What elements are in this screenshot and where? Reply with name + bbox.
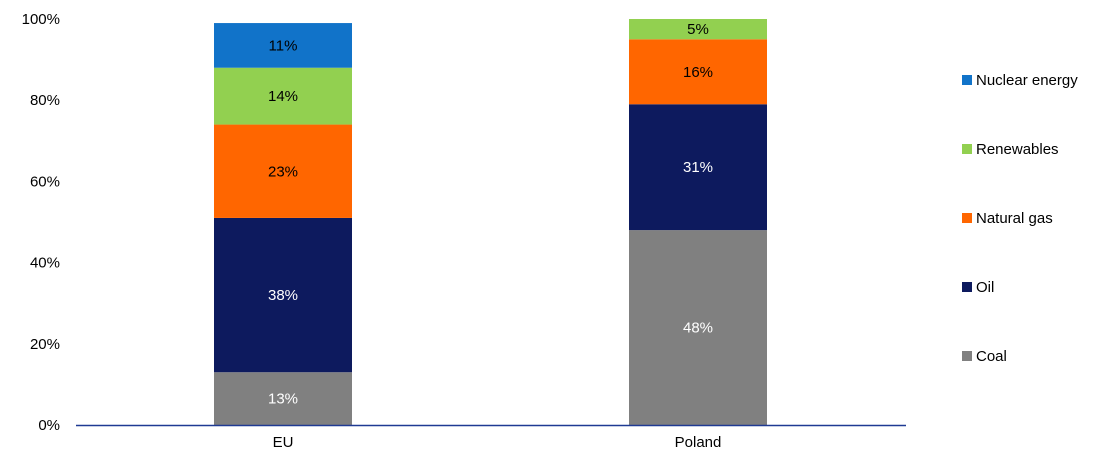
data-label: 11% — [269, 37, 298, 54]
legend-item-renewables: Renewables — [962, 141, 1059, 158]
bar-segment-poland-oil — [629, 104, 767, 231]
legend-swatch — [962, 351, 972, 361]
data-label: 16% — [683, 64, 713, 81]
y-tick-label: 40% — [30, 255, 60, 272]
data-label: 38% — [268, 287, 298, 304]
legend-swatch — [962, 75, 972, 85]
data-label: 14% — [268, 88, 298, 105]
data-label: 13% — [268, 391, 298, 408]
legend-item-nuclear-energy: Nuclear energy — [962, 72, 1078, 89]
y-tick-label: 80% — [30, 92, 60, 109]
y-tick-label: 0% — [38, 417, 60, 434]
legend-item-coal: Coal — [962, 348, 1007, 365]
legend-label: Coal — [976, 348, 1007, 365]
bar-segment-eu-coal — [214, 372, 352, 425]
legend-swatch — [962, 213, 972, 223]
bar-segment-eu-nuclear-energy — [214, 23, 352, 68]
legend-label: Natural gas — [976, 210, 1053, 227]
legend-swatch — [962, 282, 972, 292]
bar-segment-eu-renewables — [214, 67, 352, 125]
legend-item-natural-gas: Natural gas — [962, 210, 1053, 227]
bar-segment-poland-coal — [629, 230, 767, 425]
legend-label: Nuclear energy — [976, 72, 1078, 89]
data-label: 48% — [683, 320, 713, 337]
legend-label: Oil — [976, 279, 994, 296]
y-tick-label: 100% — [22, 11, 60, 28]
legend-label: Renewables — [976, 141, 1059, 158]
x-tick-label: Poland — [675, 434, 722, 451]
bar-segment-eu-oil — [214, 217, 352, 373]
y-tick-label: 60% — [30, 173, 60, 190]
bar-segment-poland-renewables — [629, 19, 767, 40]
data-label: 31% — [683, 159, 713, 176]
bars — [214, 19, 767, 425]
y-tick-label: 20% — [30, 336, 60, 353]
legend-item-oil: Oil — [962, 279, 994, 296]
x-axis-ticks: EU Poland — [273, 434, 722, 451]
bar-segment-eu-natural-gas — [214, 124, 352, 218]
data-labels: 13% 38% 23% 14% 11% 48% 31% 16% 5% — [268, 21, 713, 407]
data-label: 23% — [268, 163, 298, 180]
x-tick-label: EU — [273, 434, 294, 451]
legend-swatch — [962, 144, 972, 154]
bar-segment-poland-natural-gas — [629, 39, 767, 105]
data-label: 5% — [687, 21, 709, 38]
legend: Nuclear energy Renewables Natural gas Oil Co… — [962, 72, 1078, 365]
y-axis-ticks: 0% 20% 40% 60% 80% 100% — [22, 11, 60, 434]
